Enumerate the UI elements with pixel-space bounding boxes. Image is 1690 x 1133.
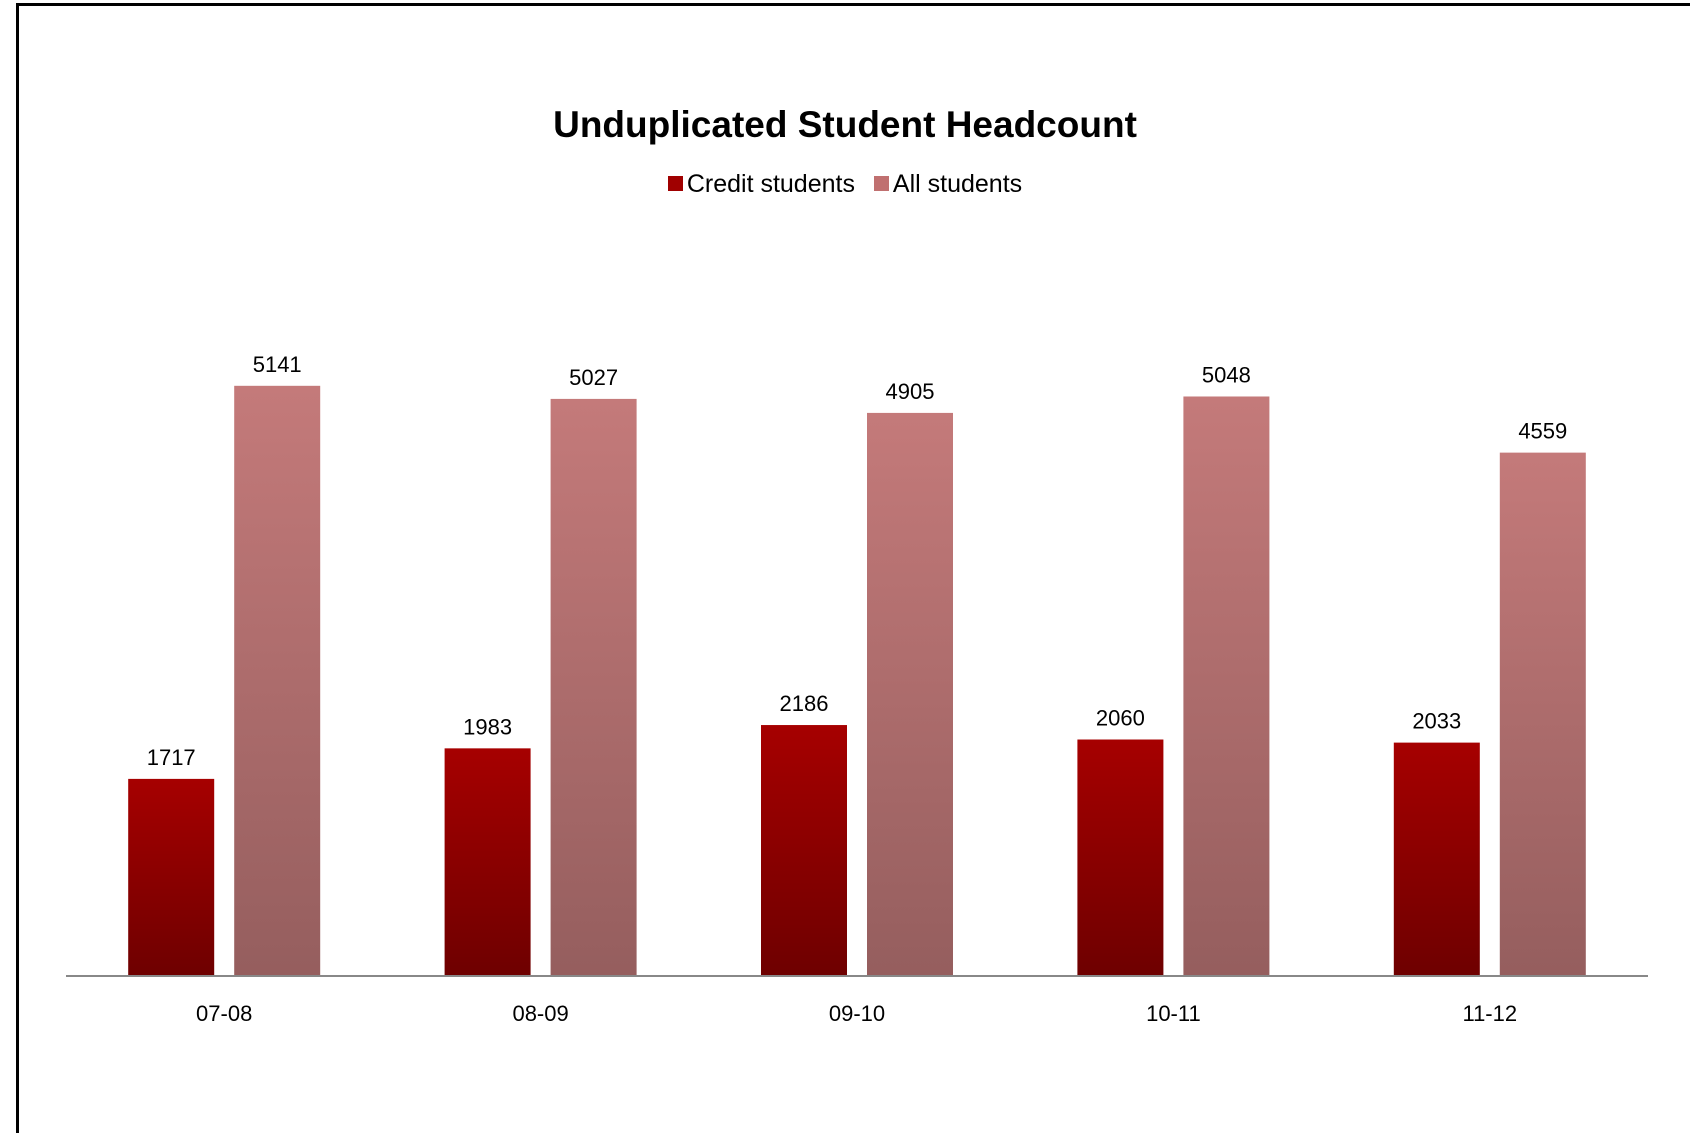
data-label-all-students-10-11: 5048 <box>1202 362 1251 387</box>
legend-swatch-all-students <box>873 176 889 191</box>
bar-credit-students-07-08 <box>128 778 215 976</box>
legend-item-all-students: All students <box>873 170 1023 199</box>
bar-all-students-07-08 <box>234 385 321 976</box>
bar-all-students-09-10 <box>867 412 953 976</box>
data-label-credit-students-11-12: 2033 <box>1412 709 1461 734</box>
data-label-all-students-11-12: 4559 <box>1518 419 1567 444</box>
chart-title: Unduplicated Student Headcount <box>553 104 1137 145</box>
x-tick-label-10-11: 10-11 <box>1146 1001 1201 1026</box>
x-tick-labels-group: 07-08 08-09 09-10 10-11 11-12 <box>196 1001 1517 1026</box>
x-tick-label-08-09: 08-09 <box>512 1001 568 1026</box>
legend-swatch-credit-students <box>667 176 683 191</box>
x-tick-label-09-10: 09-10 <box>829 1001 885 1026</box>
bar-credit-students-10-11 <box>1077 739 1164 976</box>
legend-item-credit-students: Credit students <box>667 170 855 199</box>
legend-label-all-students: All students <box>892 170 1023 198</box>
bar-credit-students-09-10 <box>761 725 847 976</box>
data-label-credit-students-09-10: 2186 <box>780 691 829 716</box>
bar-credit-students-08-09 <box>444 748 531 976</box>
bar-all-students-10-11 <box>1183 396 1270 976</box>
data-label-all-students-09-10: 4905 <box>886 379 935 404</box>
data-label-credit-students-10-11: 2060 <box>1096 706 1145 731</box>
bar-credit-students-11-12 <box>1393 742 1480 976</box>
data-label-credit-students-08-09: 1983 <box>463 714 512 739</box>
data-label-all-students-07-08: 5141 <box>253 352 302 377</box>
legend-label-credit-students: Credit students <box>686 170 855 198</box>
bar-all-students-08-09 <box>550 398 637 976</box>
data-label-credit-students-07-08: 1717 <box>147 745 196 770</box>
legend: Credit students All students <box>0 170 1690 199</box>
bar-all-students-11-12 <box>1499 452 1586 976</box>
data-label-all-students-08-09: 5027 <box>569 365 618 390</box>
data-labels-group: 1717 5141 1983 5027 2186 4905 2060 5048 2033 4559 <box>147 352 1568 770</box>
x-tick-label-07-08: 07-08 <box>196 1001 252 1026</box>
x-tick-label-11-12: 11-12 <box>1462 1001 1517 1026</box>
bars-group <box>128 385 1586 976</box>
